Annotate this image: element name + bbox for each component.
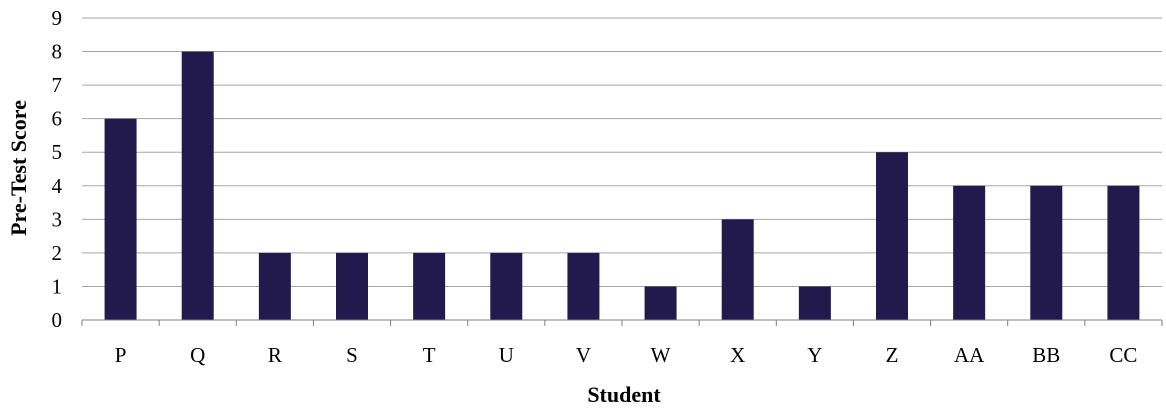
axes — [81, 319, 1163, 326]
x-tick-label: P — [115, 343, 127, 367]
bar-aa — [953, 185, 986, 320]
y-tick-label: 2 — [52, 241, 63, 265]
y-tick-label: 5 — [52, 140, 63, 164]
x-tick-label: U — [499, 343, 514, 367]
y-axis-title: Pre-Test Score — [6, 100, 31, 236]
bar-v — [567, 252, 600, 320]
bar-u — [490, 252, 523, 320]
y-tick-label: 4 — [52, 174, 63, 198]
x-tick-label: CC — [1109, 343, 1137, 367]
bar-z — [876, 152, 908, 320]
x-tick-label: W — [651, 343, 671, 367]
y-tick-label: 7 — [52, 73, 63, 97]
bar-q — [181, 51, 214, 321]
bar-r — [258, 252, 291, 320]
bar-s — [336, 252, 368, 320]
bar-bb — [1030, 185, 1063, 320]
bar-t — [413, 252, 446, 320]
y-tick-label: 3 — [52, 207, 63, 231]
x-tick-label: BB — [1032, 343, 1060, 367]
y-tick-label: 9 — [52, 6, 63, 30]
y-tick-label: 0 — [52, 308, 63, 332]
x-tick-labels: P Q R S T U V W X Y Z AA BB CC — [115, 343, 1138, 367]
x-tick-label: Q — [190, 343, 205, 367]
x-axis-title: Student — [587, 382, 661, 407]
x-tick-label: V — [576, 343, 591, 367]
bars — [104, 51, 1140, 321]
y-tick-label: 8 — [52, 40, 63, 64]
bar-p — [104, 118, 137, 321]
bar-x — [721, 219, 754, 320]
bar-y — [798, 286, 831, 320]
y-tick-label: 6 — [52, 107, 63, 131]
y-tick-label: 1 — [52, 274, 63, 298]
y-tick-labels: 0 1 2 3 4 5 6 7 8 9 — [52, 6, 63, 332]
x-tick-label: T — [423, 343, 436, 367]
gridlines — [82, 17, 1162, 287]
x-tick-label: Y — [807, 343, 822, 367]
bar-cc — [1107, 185, 1140, 320]
bar-w — [644, 286, 677, 320]
x-tick-label: R — [268, 343, 282, 367]
x-tick-label: X — [730, 343, 745, 367]
x-tick-label: Z — [886, 343, 899, 367]
x-tick-label: AA — [954, 343, 985, 367]
x-tick-label: S — [346, 343, 358, 367]
